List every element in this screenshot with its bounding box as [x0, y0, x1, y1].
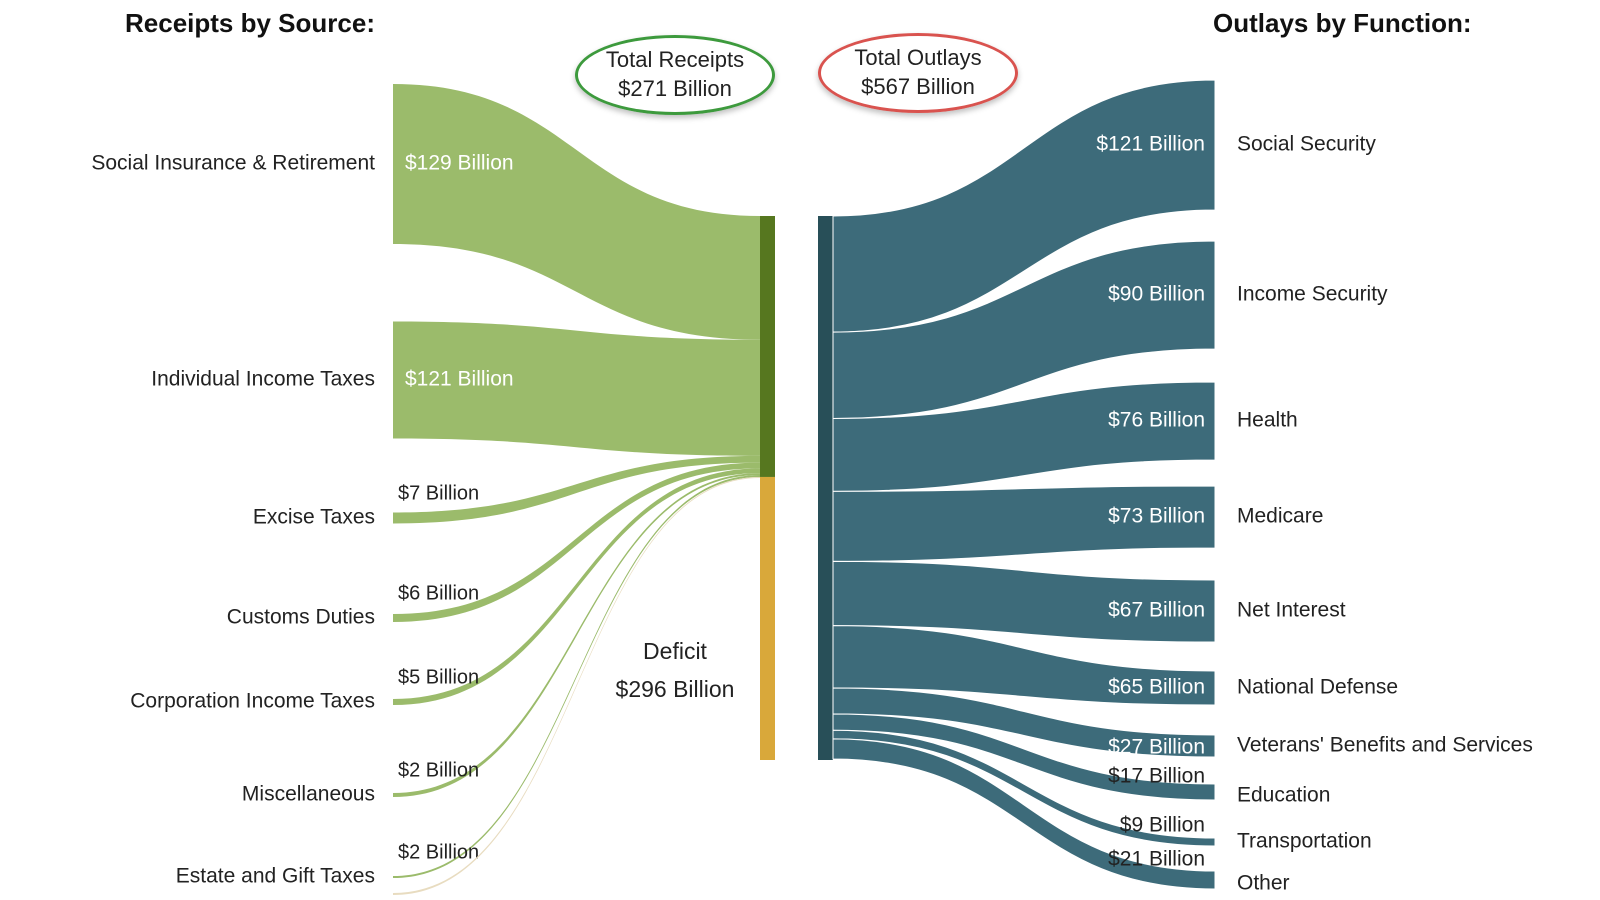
- receipt-label-miscellaneous: Miscellaneous: [242, 783, 375, 806]
- outlay-value-medicare: $73 Billion: [1108, 505, 1205, 528]
- outlay-value-veterans-benefits-and-services: $27 Billion: [1108, 736, 1205, 759]
- outlay-label-national-defense: National Defense: [1237, 676, 1398, 699]
- total-receipts-oval: Total Receipts $271 Billion: [575, 35, 775, 115]
- flow-receipt-miscellaneous: [393, 473, 760, 797]
- total-receipts-value: $271 Billion: [618, 76, 732, 101]
- receipt-value-social-insurance-retirement: $129 Billion: [405, 152, 514, 175]
- flow-outlay-veterans-benefits-and-services: [832, 687, 1216, 758]
- total-receipts-label: Total Receipts: [605, 47, 745, 72]
- outlay-value-income-security: $90 Billion: [1108, 283, 1205, 306]
- receipt-value-individual-income-taxes: $121 Billion: [405, 368, 514, 391]
- outlay-label-health: Health: [1237, 409, 1298, 432]
- flow-outlay-social-security: [832, 79, 1216, 333]
- receipts-bar: [760, 216, 775, 477]
- outlays-bar: [818, 216, 833, 760]
- flow-receipt-corporation-income-taxes: [393, 468, 760, 705]
- receipts-title: Receipts by Source:: [125, 8, 375, 38]
- receipt-label-social-insurance-retirement: Social Insurance & Retirement: [91, 152, 375, 175]
- total-receipts-oval-border: [575, 35, 775, 115]
- flow-receipt-estate-and-gift-taxes: [393, 475, 760, 878]
- outlay-label-medicare: Medicare: [1237, 505, 1323, 528]
- receipt-value-corporation-income-taxes: $5 Billion: [398, 666, 479, 688]
- outlay-label-net-interest: Net Interest: [1237, 599, 1346, 622]
- outlay-value-health: $76 Billion: [1108, 409, 1205, 432]
- total-outlays-oval-border: [818, 33, 1018, 113]
- flow-receipt-individual-income-taxes: [393, 321, 760, 456]
- flow-outlay-medicare: [832, 485, 1216, 562]
- flow-deficit-tail: [393, 476, 760, 895]
- receipt-value-miscellaneous: $2 Billion: [398, 759, 479, 781]
- flow-outlay-health: [832, 381, 1216, 492]
- total-outlays-label: Total Outlays: [854, 45, 982, 70]
- receipt-label-individual-income-taxes: Individual Income Taxes: [151, 368, 375, 391]
- outlay-label-other: Other: [1237, 872, 1290, 895]
- receipt-value-excise-taxes: $7 Billion: [398, 482, 479, 504]
- outlay-value-other: $21 Billion: [1108, 848, 1205, 871]
- outlay-label-income-security: Income Security: [1237, 283, 1388, 306]
- outlay-value-transportation: $9 Billion: [1120, 814, 1205, 837]
- flow-outlay-income-security: [832, 240, 1216, 419]
- outlay-value-education: $17 Billion: [1108, 765, 1205, 788]
- outlay-label-transportation: Transportation: [1237, 830, 1372, 853]
- outlay-value-net-interest: $67 Billion: [1108, 599, 1205, 622]
- flow-outlay-national-defense: [832, 625, 1216, 706]
- outlay-value-social-security: $121 Billion: [1096, 133, 1205, 156]
- receipt-value-estate-and-gift-taxes: $2 Billion: [398, 841, 479, 863]
- total-outlays-value: $567 Billion: [861, 74, 975, 99]
- flow-outlay-net-interest: [832, 560, 1216, 643]
- deficit-label-block: Deficit $296 Billion: [600, 632, 750, 708]
- receipt-value-customs-duties: $6 Billion: [398, 582, 479, 604]
- outlay-label-veterans-benefits-and-services: Veterans' Benefits and Services: [1237, 734, 1533, 757]
- receipt-label-customs-duties: Customs Duties: [227, 606, 375, 629]
- deficit-bar: [760, 476, 775, 760]
- outlay-label-social-security: Social Security: [1237, 133, 1376, 156]
- receipt-label-excise-taxes: Excise Taxes: [253, 506, 375, 529]
- flow-outlay-transportation: [832, 729, 1216, 847]
- outlays-title: Outlays by Function:: [1213, 8, 1472, 38]
- flow-outlay-education: [832, 713, 1216, 801]
- total-outlays-oval: Total Outlays $567 Billion: [818, 33, 1018, 113]
- flow-receipt-excise-taxes: [393, 455, 760, 524]
- receipt-label-estate-and-gift-taxes: Estate and Gift Taxes: [176, 865, 375, 888]
- deficit-label: Deficit: [643, 638, 707, 664]
- flow-outlay-other: [832, 738, 1216, 890]
- outlay-label-education: Education: [1237, 784, 1330, 807]
- receipt-label-corporation-income-taxes: Corporation Income Taxes: [130, 690, 375, 713]
- flow-receipt-social-insurance-retirement: [393, 84, 760, 340]
- flow-receipt-customs-duties: [393, 462, 760, 622]
- deficit-value: $296 Billion: [615, 676, 735, 702]
- outlay-value-national-defense: $65 Billion: [1108, 676, 1205, 699]
